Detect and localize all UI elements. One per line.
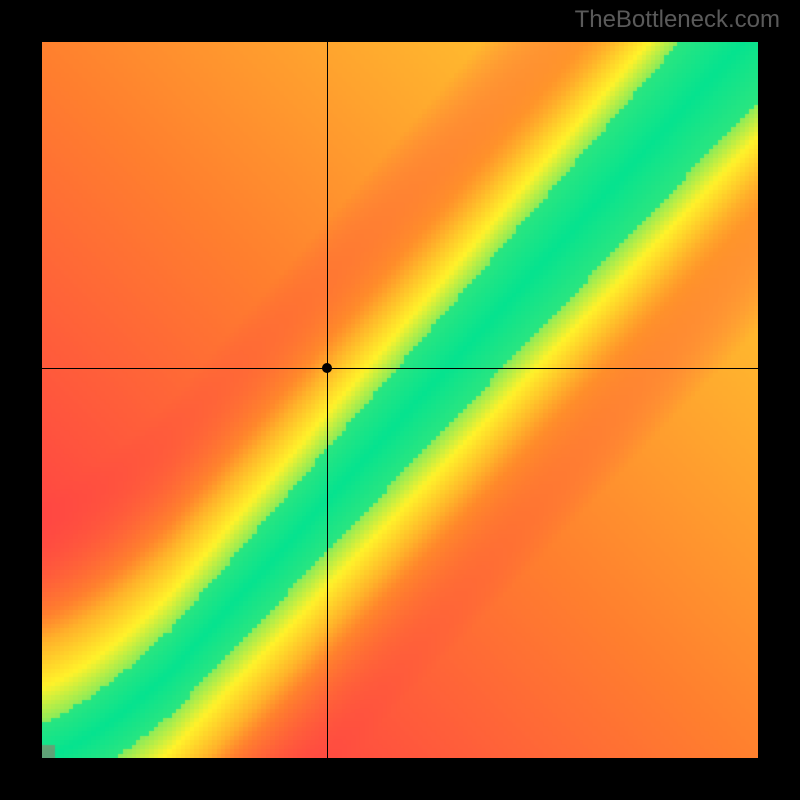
bottleneck-heatmap	[42, 42, 758, 758]
attribution-text: TheBottleneck.com	[575, 6, 780, 34]
crosshair-vertical	[327, 42, 328, 758]
crosshair-horizontal	[42, 368, 758, 369]
crosshair-marker	[322, 363, 332, 373]
heatmap-canvas	[42, 42, 758, 758]
